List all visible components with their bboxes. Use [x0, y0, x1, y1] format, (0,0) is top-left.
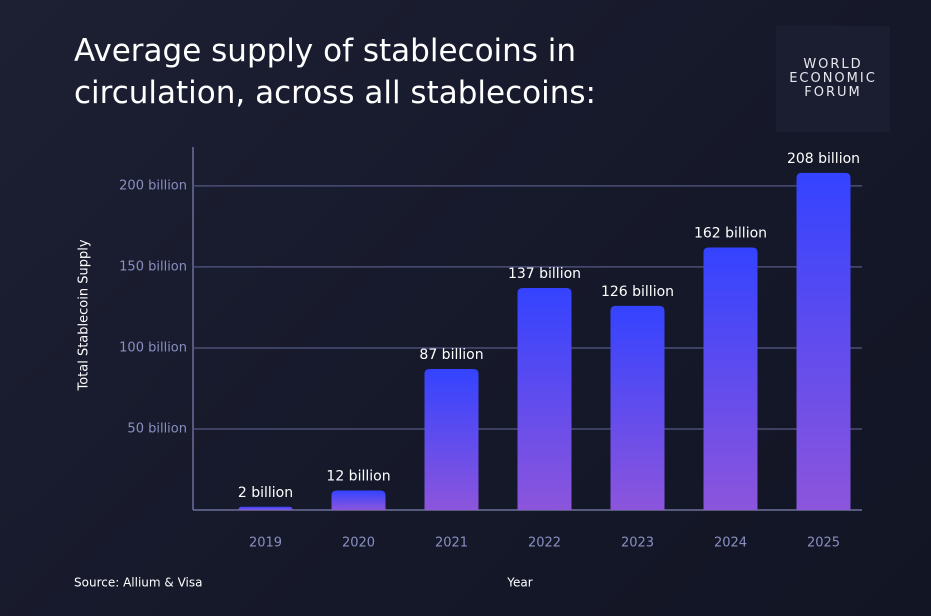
x-axis-label: Year — [506, 576, 532, 590]
bar — [610, 305, 665, 510]
value-label: 87 billion — [419, 347, 483, 363]
y-axis-label: Total Stablecoin Supply — [77, 239, 92, 391]
bar — [703, 247, 758, 511]
x-tick-label: 2020 — [342, 536, 375, 551]
value-label: 12 billion — [326, 469, 390, 485]
x-tick-label: 2025 — [807, 536, 840, 551]
value-label: 126 billion — [601, 284, 674, 300]
x-tick-label: 2023 — [621, 536, 654, 551]
value-label: 208 billion — [787, 151, 860, 167]
y-tick-label: 150 billion — [119, 259, 187, 274]
y-tick-label: 100 billion — [119, 340, 187, 355]
value-label: 162 billion — [694, 225, 767, 241]
y-tick-label: 50 billion — [127, 421, 187, 436]
bar — [517, 287, 572, 510]
x-tick-label: 2019 — [249, 536, 282, 551]
x-tick-label: 2021 — [435, 536, 468, 551]
chart-title: Average supply of stablecoins in circula… — [74, 33, 596, 111]
bar — [424, 369, 479, 510]
bar — [238, 506, 293, 510]
logo: WORLD ECONOMIC FORUM — [776, 26, 890, 132]
bar — [331, 490, 386, 510]
bar — [796, 172, 851, 510]
logo-line: FORUM — [804, 85, 862, 100]
value-label: 137 billion — [508, 266, 581, 282]
value-label: 2 billion — [238, 485, 293, 501]
logo-line: ECONOMIC — [789, 71, 877, 86]
y-tick-label: 200 billion — [119, 178, 187, 193]
x-tick-label: 2022 — [528, 536, 561, 551]
x-tick-label: 2024 — [714, 536, 747, 551]
logo-line: WORLD — [803, 57, 863, 72]
source: Source: Allium & Visa — [74, 576, 202, 590]
